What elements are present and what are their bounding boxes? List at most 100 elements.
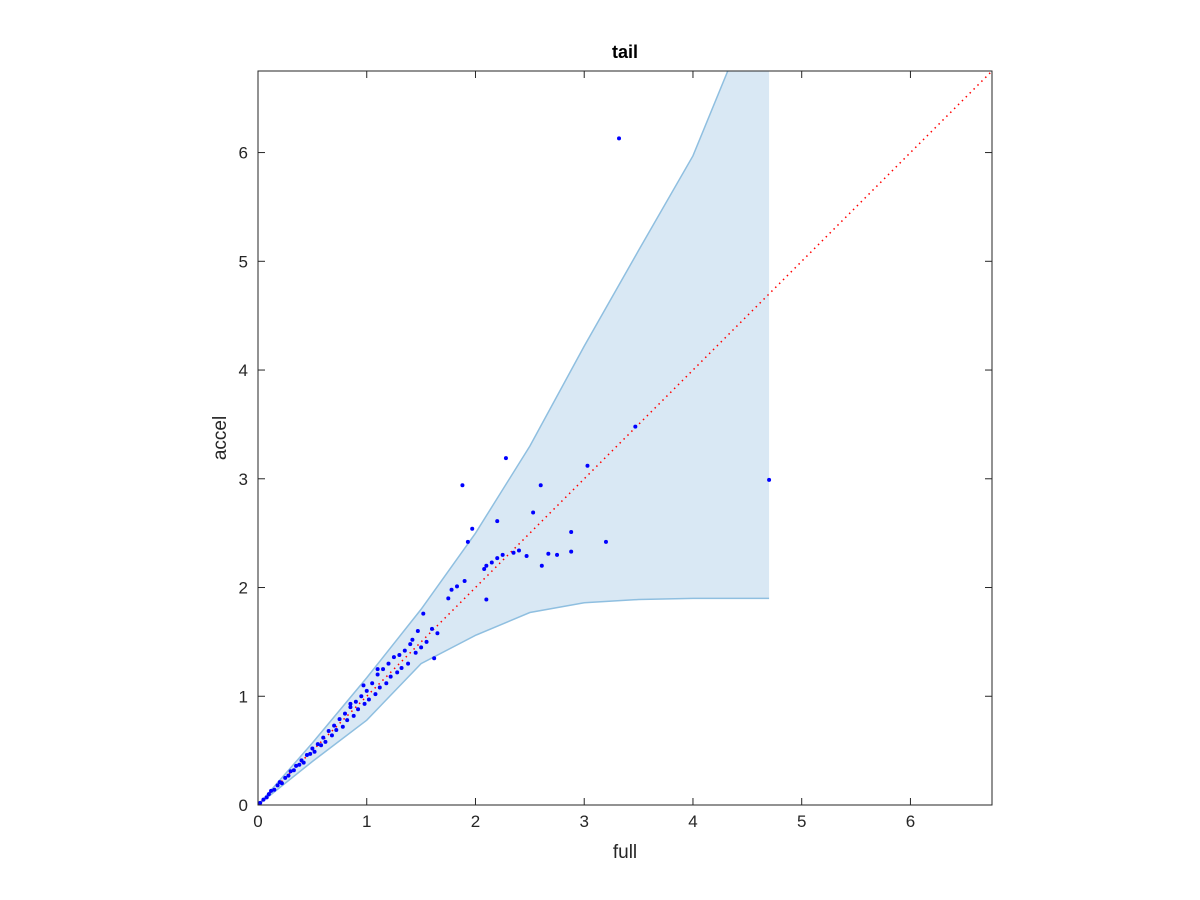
- band-upper-edge: [258, 71, 729, 805]
- data-point: [538, 483, 543, 488]
- x-tick-label: 3: [579, 812, 588, 831]
- data-point: [399, 665, 404, 670]
- data-point: [569, 549, 574, 554]
- data-point: [470, 526, 475, 531]
- y-tick-label: 0: [239, 796, 248, 815]
- data-point: [569, 530, 574, 535]
- data-point: [304, 752, 309, 757]
- data-point: [482, 567, 487, 572]
- plot-area: [258, 71, 992, 805]
- data-point: [337, 717, 342, 722]
- data-point: [261, 797, 266, 802]
- y-tick-label: 4: [239, 361, 248, 380]
- data-point: [454, 584, 459, 589]
- data-point: [361, 683, 366, 688]
- x-tick-label: 2: [471, 812, 480, 831]
- x-axis-label: full: [613, 842, 637, 863]
- data-point: [279, 781, 284, 786]
- data-point: [342, 711, 347, 716]
- data-point: [495, 519, 500, 524]
- chart-title: tail: [612, 42, 638, 62]
- data-point: [340, 724, 345, 729]
- data-point: [617, 136, 622, 141]
- data-point: [373, 692, 378, 697]
- data-point: [511, 550, 516, 555]
- data-point: [415, 629, 420, 634]
- data-point: [323, 739, 328, 744]
- data-point: [419, 645, 424, 650]
- data-point: [484, 597, 489, 602]
- data-point: [516, 548, 521, 553]
- data-point: [258, 800, 263, 805]
- data-point: [421, 611, 426, 616]
- data-point: [546, 551, 551, 556]
- data-point: [524, 553, 529, 558]
- data-point: [489, 560, 494, 565]
- data-point: [283, 775, 288, 780]
- x-tick-label: 1: [362, 812, 371, 831]
- x-tick-label: 4: [688, 812, 697, 831]
- data-point: [767, 477, 772, 482]
- y-tick-label: 3: [239, 470, 248, 489]
- data-point: [495, 556, 500, 561]
- data-point: [334, 727, 339, 732]
- data-point: [375, 672, 380, 677]
- data-point: [391, 655, 396, 660]
- data-point: [326, 729, 331, 734]
- data-point: [424, 639, 429, 644]
- data-point: [500, 552, 505, 557]
- data-point: [291, 768, 296, 773]
- data-point: [315, 742, 320, 747]
- data-point: [375, 667, 380, 672]
- axes-box: [257, 70, 993, 806]
- data-point: [332, 723, 337, 728]
- data-point: [462, 578, 467, 583]
- data-point: [585, 463, 590, 468]
- data-point: [362, 701, 367, 706]
- data-point: [633, 424, 638, 429]
- data-point: [366, 697, 371, 702]
- data-point: [386, 661, 391, 666]
- data-point: [410, 637, 415, 642]
- data-point: [264, 795, 269, 800]
- data-point: [408, 642, 413, 647]
- data-point: [353, 699, 358, 704]
- data-point: [377, 685, 382, 690]
- data-point: [531, 510, 536, 515]
- data-point: [460, 483, 465, 488]
- data-point: [402, 648, 407, 653]
- data-point: [446, 596, 451, 601]
- confidence-band: [258, 71, 770, 805]
- data-point: [384, 681, 389, 686]
- y-tick-label: 5: [239, 252, 248, 271]
- x-tick-label: 5: [797, 812, 806, 831]
- data-point: [555, 552, 560, 557]
- data-point: [310, 746, 315, 751]
- data-point: [351, 713, 356, 718]
- data-point: [269, 788, 274, 793]
- data-point: [321, 735, 326, 740]
- data-point: [406, 661, 411, 666]
- y-axis-label: accel: [210, 416, 231, 460]
- data-point: [539, 563, 544, 568]
- data-point: [359, 694, 364, 699]
- data-point: [603, 539, 608, 544]
- data-point: [432, 656, 437, 661]
- data-point: [395, 670, 400, 675]
- data-point: [308, 751, 313, 756]
- data-point: [484, 563, 489, 568]
- data-point: [388, 674, 393, 679]
- data-point: [348, 701, 353, 706]
- data-point: [364, 688, 369, 693]
- data-point: [301, 760, 306, 765]
- data-point: [294, 763, 299, 768]
- data-point: [465, 539, 470, 544]
- data-point: [503, 456, 508, 461]
- data-point: [397, 652, 402, 657]
- data-point: [356, 707, 361, 712]
- y-tick-label: 2: [239, 579, 248, 598]
- x-tick-label: 6: [906, 812, 915, 831]
- band-lower-edge: [258, 597, 770, 805]
- data-point: [429, 626, 434, 631]
